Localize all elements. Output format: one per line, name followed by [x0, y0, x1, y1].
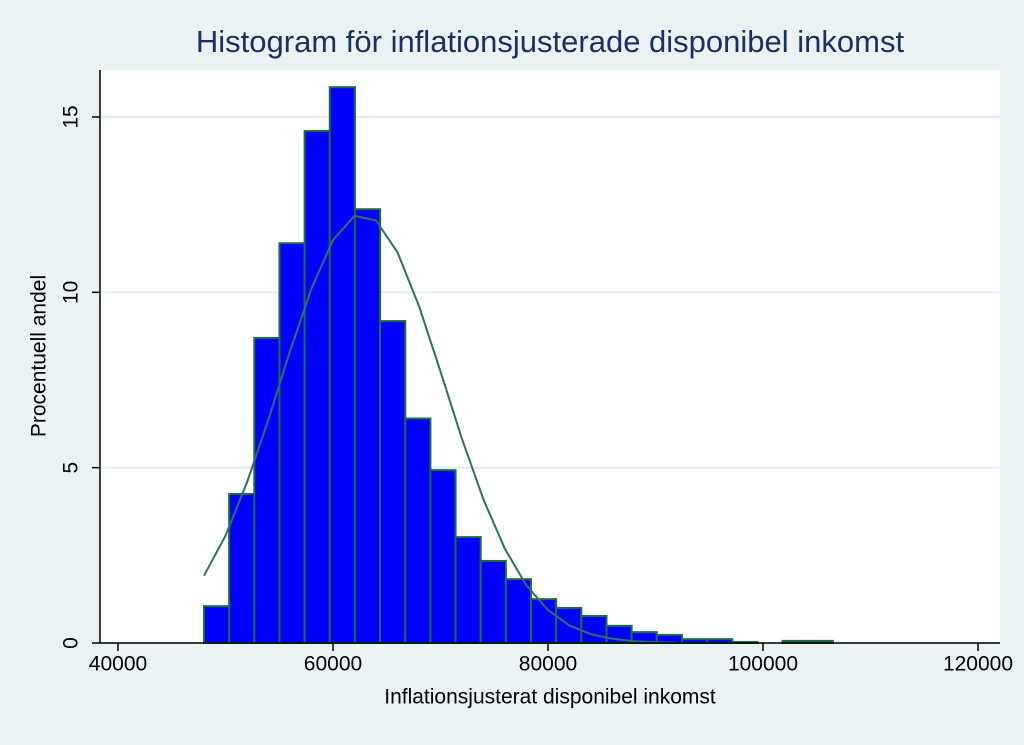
bar — [479, 559, 507, 644]
bar — [454, 536, 482, 644]
x-tick-label: 60000 — [304, 653, 362, 676]
y-axis-label: Procentuell andel — [28, 275, 51, 437]
bar — [429, 469, 457, 644]
x-tick-label: 40000 — [89, 653, 147, 676]
bar — [328, 86, 356, 644]
bar — [303, 130, 331, 644]
bar — [379, 320, 407, 644]
y-tick-label: 10 — [60, 281, 83, 304]
x-tick-label: 80000 — [519, 653, 577, 676]
bar — [278, 242, 306, 645]
y-tick-label: 15 — [60, 105, 83, 128]
bar — [504, 578, 533, 645]
y-tick-label: 5 — [60, 462, 83, 474]
y-tick-label: 0 — [60, 637, 83, 649]
bar — [580, 614, 608, 645]
x-tick-label: 120000 — [943, 653, 1013, 676]
x-tick-label: 100000 — [728, 653, 798, 676]
bar — [353, 208, 382, 644]
bar — [253, 336, 281, 644]
bar — [202, 605, 231, 645]
x-axis-label: Inflationsjusterat disponibel inkomst — [384, 686, 716, 709]
chart-title: Histogram för inflationsjusterade dispon… — [196, 24, 905, 59]
density-curve — [203, 214, 678, 644]
bar — [404, 417, 432, 644]
